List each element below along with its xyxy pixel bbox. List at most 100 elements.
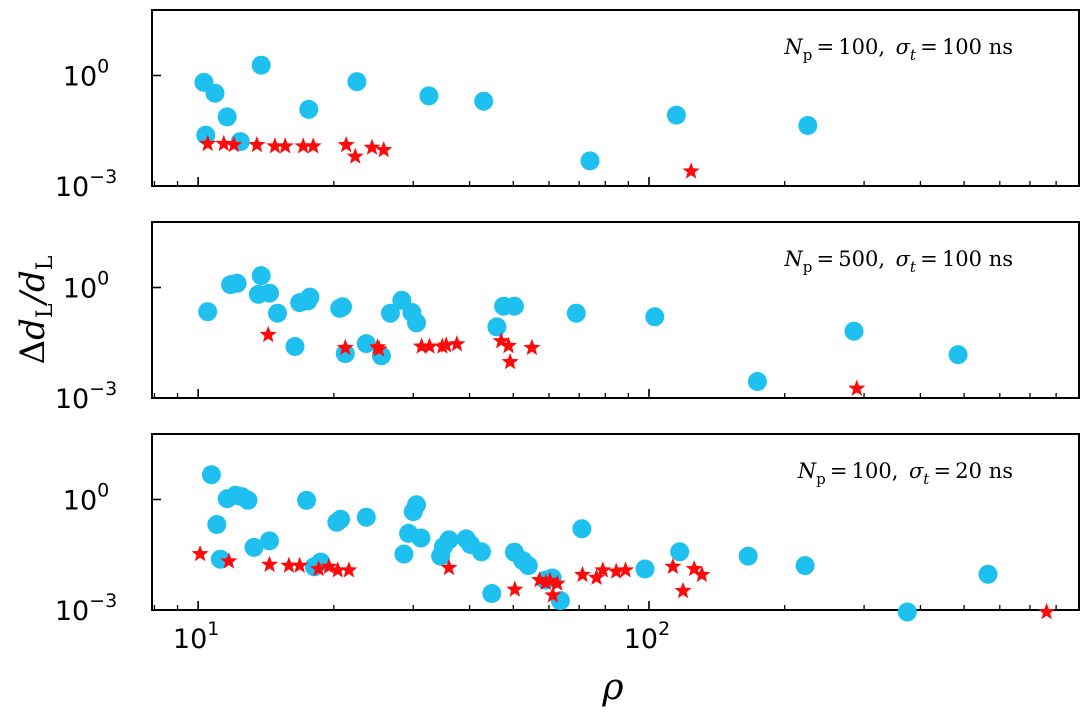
star-point (607, 562, 625, 579)
annotation-part: 20 ns (955, 459, 1013, 483)
circle-point (244, 537, 264, 557)
annotation-part: σ (896, 247, 911, 271)
star-point (421, 337, 439, 354)
y-tick-base: 10 (55, 384, 89, 415)
star-point (304, 137, 322, 154)
annotation-part: 100 (852, 459, 892, 483)
circle-point (666, 105, 686, 125)
annotation-part: N (783, 35, 803, 59)
star-point (682, 162, 700, 179)
star-point (573, 565, 591, 583)
circle-point (227, 273, 247, 293)
circle-point (300, 287, 320, 307)
star-point (276, 137, 294, 154)
annotation-part: = (812, 247, 838, 271)
y-axis-label-sub: L (33, 303, 58, 318)
star-point (685, 560, 703, 577)
y-axis-label-d: d (13, 318, 53, 340)
x-tick-exponent: 2 (658, 618, 670, 640)
annotation-part: p (803, 46, 813, 64)
star-point (531, 571, 549, 588)
circle-point (394, 544, 414, 564)
y-tick-exponent: −3 (89, 590, 117, 612)
annotation-part: N (783, 247, 803, 271)
circle-point (747, 372, 767, 391)
star-point (440, 558, 458, 576)
panel-frame (151, 433, 1080, 611)
annotation-part: t (923, 470, 930, 488)
annotation-part: = (826, 459, 852, 483)
star-point (544, 586, 562, 603)
star-point (437, 336, 455, 353)
star-point (248, 136, 266, 153)
circle-point (285, 337, 305, 356)
circle-point (260, 531, 279, 551)
circle-point (205, 83, 225, 103)
star-point (320, 557, 338, 574)
annotation-part: , (892, 459, 909, 483)
star-point (375, 141, 393, 158)
circle-point (251, 55, 271, 75)
y-tick-exponent: 0 (97, 479, 109, 501)
y-tick-base: 10 (63, 61, 97, 92)
star-point (616, 561, 635, 578)
star-point (329, 561, 347, 578)
circle-point (504, 296, 524, 316)
circle-point (948, 345, 968, 365)
panel-frame (151, 9, 1080, 187)
star-point (340, 561, 358, 578)
star-point (413, 337, 431, 354)
y-axis-label: ΔdL/dL (13, 255, 58, 364)
panel-annotation: Np = 100, σt = 20 ns (797, 459, 1013, 488)
circle-point (380, 303, 400, 323)
circle-point (196, 125, 216, 145)
star-point (541, 571, 559, 589)
circle-point (580, 151, 600, 171)
x-tick-label: 101 (173, 618, 219, 655)
star-point (259, 325, 277, 343)
y-tick-label: 100 (63, 479, 109, 516)
circle-point (472, 542, 491, 562)
circle-point (333, 297, 352, 317)
star-point (501, 353, 519, 370)
annotation-part: , (878, 35, 895, 59)
star-point (191, 545, 209, 562)
y-tick-label: 10−3 (55, 166, 117, 203)
star-point (266, 137, 284, 154)
star-point (848, 379, 866, 396)
circle-point (572, 519, 592, 539)
y-tick-base: 10 (63, 485, 97, 516)
star-point (674, 581, 692, 599)
star-point (664, 557, 682, 574)
annotation-part: 100 ns (942, 35, 1013, 59)
panel-frame (151, 221, 1080, 399)
annotation-part: t (910, 46, 917, 64)
circle-point (331, 509, 351, 529)
star-point (346, 147, 364, 164)
star-point (220, 552, 238, 569)
circle-point (419, 86, 439, 106)
circle-point (356, 334, 376, 354)
circle-point (978, 564, 998, 584)
annotation-part: 100 (838, 35, 878, 59)
star-point (363, 138, 381, 155)
y-tick-exponent: 0 (97, 267, 109, 289)
star-point (294, 137, 312, 154)
circle-point (297, 490, 317, 510)
x-tick-base: 10 (173, 624, 207, 655)
circle-point (566, 303, 586, 323)
circle-point (198, 302, 218, 322)
star-point (261, 555, 279, 572)
circle-point (518, 556, 538, 576)
annotation-part: 500 (838, 247, 878, 271)
y-tick-base: 10 (63, 273, 97, 304)
star-point (337, 136, 355, 153)
circle-point (335, 344, 355, 364)
x-tick-base: 10 (624, 624, 658, 655)
y-tick-base: 10 (55, 172, 89, 203)
star-point (291, 556, 309, 573)
star-point (537, 573, 555, 590)
